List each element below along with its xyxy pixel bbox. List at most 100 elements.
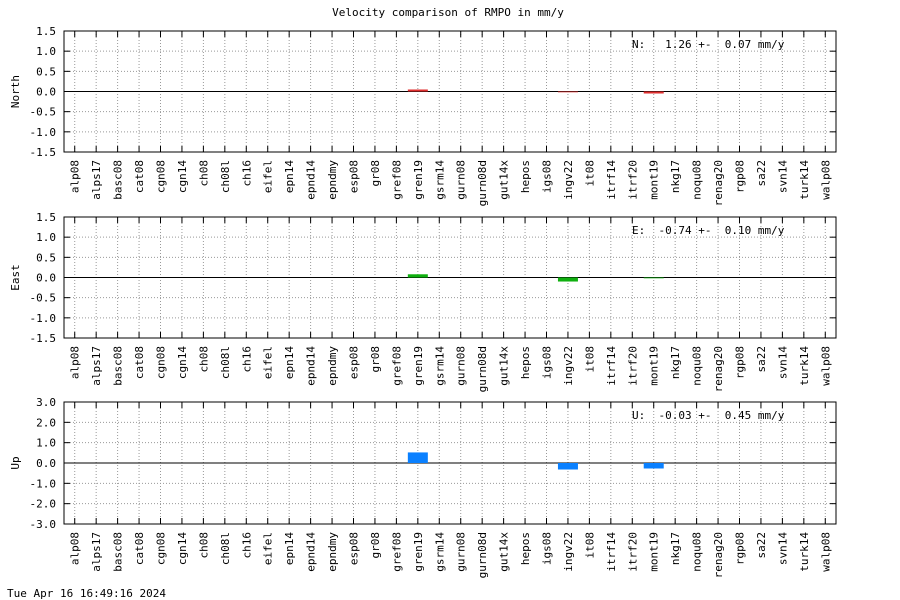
bar <box>643 91 664 94</box>
x-tick-label: itrf20 <box>626 532 639 572</box>
x-tick-label: basc08 <box>112 532 125 572</box>
x-tick-label: gurn08 <box>455 346 468 386</box>
x-tick-label: it08 <box>583 160 596 187</box>
x-tick-label: ch08l <box>219 532 232 565</box>
x-tick-label: ch08 <box>197 160 210 187</box>
chart-title: Velocity comparison of RMPO in mm/y <box>332 6 564 19</box>
x-tick-label: epnd14 <box>305 160 318 200</box>
y-axis-label: East <box>9 264 22 291</box>
y-tick-label: 3.0 <box>36 396 56 409</box>
y-tick-label: -0.5 <box>30 106 57 119</box>
bar <box>407 452 428 463</box>
x-tick-label: cgn14 <box>176 160 189 193</box>
x-tick-label: it08 <box>583 532 596 559</box>
x-tick-label: epnd14 <box>305 346 318 386</box>
x-tick-label: esp08 <box>348 346 361 379</box>
annotation: U: -0.03 +- 0.45 mm/y <box>632 409 785 422</box>
x-tick-label: cgn14 <box>176 346 189 379</box>
x-tick-label: mont19 <box>648 346 661 386</box>
x-tick-label: ch16 <box>240 532 253 559</box>
x-tick-label: turk14 <box>798 160 811 200</box>
x-tick-label: gurn08d <box>476 532 489 578</box>
x-tick-label: nkg17 <box>669 160 682 193</box>
annotation: E: -0.74 +- 0.10 mm/y <box>632 224 785 237</box>
x-tick-label: esp08 <box>348 160 361 193</box>
x-tick-label: cgn08 <box>155 160 168 193</box>
x-tick-label: gurn08d <box>476 346 489 392</box>
x-tick-label: gsrm14 <box>433 532 446 572</box>
x-tick-label: gref08 <box>390 532 403 572</box>
x-tick-label: basc08 <box>112 160 125 200</box>
bar <box>643 463 664 469</box>
x-tick-label: sa22 <box>755 346 768 373</box>
y-tick-label: 1.5 <box>36 211 56 224</box>
x-tick-label: epn14 <box>283 532 296 565</box>
x-tick-label: alps17 <box>90 160 103 200</box>
x-tick-label: ch08 <box>197 346 210 373</box>
x-tick-label: hepos <box>519 532 532 565</box>
x-tick-label: epnd14 <box>305 532 318 572</box>
y-tick-label: -0.5 <box>30 292 57 305</box>
x-tick-label: eifel <box>262 160 275 193</box>
y-tick-label: 1.0 <box>36 437 56 450</box>
x-tick-label: gren19 <box>412 346 425 386</box>
x-tick-label: itrf14 <box>605 346 618 386</box>
x-tick-label: gr08 <box>369 160 382 187</box>
x-tick-label: ingv22 <box>562 532 575 572</box>
y-tick-label: -1.0 <box>30 126 57 139</box>
x-tick-label: itrf14 <box>605 160 618 200</box>
x-tick-label: epn14 <box>283 346 296 379</box>
y-tick-label: -1.5 <box>30 146 57 159</box>
x-tick-label: gut14x <box>498 346 511 386</box>
x-tick-label: epn14 <box>283 160 296 193</box>
x-tick-label: renag20 <box>712 346 725 392</box>
x-tick-label: hepos <box>519 160 532 193</box>
x-tick-label: gurn08d <box>476 160 489 206</box>
x-tick-label: gsrm14 <box>433 346 446 386</box>
bar <box>407 89 428 92</box>
x-tick-label: gsrm14 <box>433 160 446 200</box>
y-tick-label: 0.0 <box>36 457 56 470</box>
x-tick-label: rgp08 <box>734 346 747 379</box>
x-tick-label: ch08 <box>197 532 210 559</box>
y-tick-label: -1.5 <box>30 332 57 345</box>
x-tick-label: itrf20 <box>626 160 639 200</box>
y-tick-label: -2.0 <box>30 498 57 511</box>
bar <box>643 277 664 279</box>
y-axis-label: Up <box>9 456 22 469</box>
y-tick-label: -1.0 <box>30 477 57 490</box>
x-tick-label: rgp08 <box>734 160 747 193</box>
x-tick-label: noqu08 <box>691 346 704 386</box>
y-tick-label: 0.0 <box>36 86 56 99</box>
x-tick-label: cgn14 <box>176 532 189 565</box>
y-tick-label: 1.5 <box>36 25 56 38</box>
x-tick-label: cat08 <box>133 160 146 193</box>
plot-frame <box>63 216 837 339</box>
bar <box>557 91 578 93</box>
x-tick-label: ingv22 <box>562 346 575 386</box>
x-tick-label: svn14 <box>776 160 789 193</box>
x-tick-label: sa22 <box>755 160 768 187</box>
x-tick-label: it08 <box>583 346 596 373</box>
x-tick-label: ch16 <box>240 160 253 187</box>
x-tick-label: alps17 <box>90 346 103 386</box>
x-tick-label: turk14 <box>798 532 811 572</box>
x-tick-label: gref08 <box>390 346 403 386</box>
x-tick-label: turk14 <box>798 346 811 386</box>
annotation: N: 1.26 +- 0.07 mm/y <box>632 38 785 51</box>
plot-frame <box>63 30 837 153</box>
y-tick-label: 0.5 <box>36 65 56 78</box>
x-tick-label: gr08 <box>369 346 382 373</box>
x-tick-label: esp08 <box>348 532 361 565</box>
x-tick-label: alp08 <box>69 346 82 379</box>
x-tick-label: svn14 <box>776 532 789 565</box>
x-tick-label: nkg17 <box>669 532 682 565</box>
x-tick-label: hepos <box>519 346 532 379</box>
x-tick-label: nkg17 <box>669 346 682 379</box>
x-tick-label: eifel <box>262 346 275 379</box>
x-tick-label: svn14 <box>776 346 789 379</box>
y-tick-label: 0.0 <box>36 272 56 285</box>
x-tick-label: itrf14 <box>605 532 618 572</box>
x-tick-label: gref08 <box>390 160 403 200</box>
